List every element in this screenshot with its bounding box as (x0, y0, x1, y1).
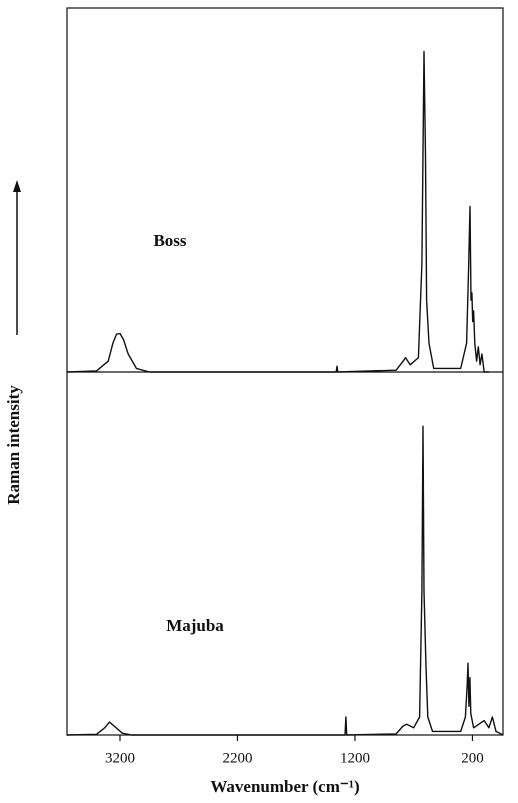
y-axis-label: Raman intensity (4, 385, 23, 505)
x-tick-label: 3200 (105, 750, 135, 766)
spectrum-line (66, 50, 489, 373)
sample-label: Majuba (166, 616, 224, 635)
x-axis-label: Wavenumber (cm⁻¹) (210, 777, 359, 796)
x-tick-label: 1200 (340, 750, 370, 766)
x-tick-label: 2200 (222, 750, 252, 766)
x-tick-label: 200 (461, 750, 484, 766)
sample-label: Boss (153, 231, 186, 250)
arrow-head (13, 180, 21, 192)
spectrum-line (66, 425, 504, 736)
